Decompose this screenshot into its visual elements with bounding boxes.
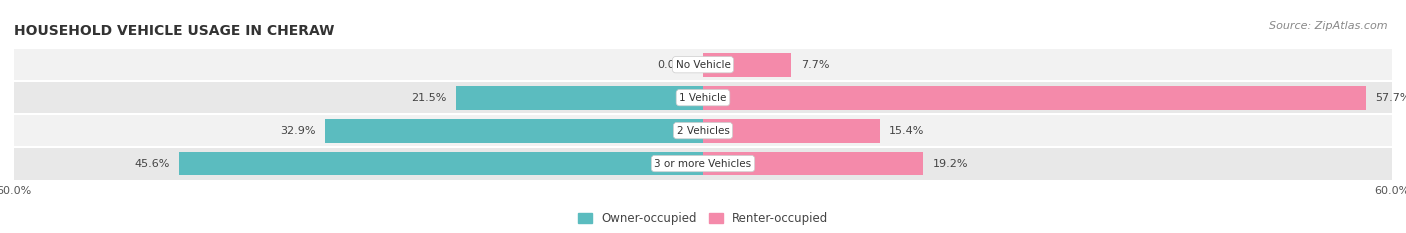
Bar bbox=[14, 48, 1392, 81]
Text: 32.9%: 32.9% bbox=[281, 126, 316, 136]
Bar bbox=[14, 114, 1392, 147]
Text: 19.2%: 19.2% bbox=[932, 159, 969, 169]
Text: 7.7%: 7.7% bbox=[800, 60, 830, 70]
Text: 21.5%: 21.5% bbox=[412, 93, 447, 103]
Text: 57.7%: 57.7% bbox=[1375, 93, 1406, 103]
Bar bbox=[325, 119, 703, 143]
Bar bbox=[703, 152, 924, 175]
Bar bbox=[703, 86, 1365, 110]
Bar bbox=[703, 53, 792, 77]
Text: 2 Vehicles: 2 Vehicles bbox=[676, 126, 730, 136]
Text: 0.0%: 0.0% bbox=[658, 60, 686, 70]
Text: 15.4%: 15.4% bbox=[889, 126, 924, 136]
Bar bbox=[456, 86, 703, 110]
Bar bbox=[14, 147, 1392, 180]
Text: 1 Vehicle: 1 Vehicle bbox=[679, 93, 727, 103]
Legend: Owner-occupied, Renter-occupied: Owner-occupied, Renter-occupied bbox=[578, 212, 828, 225]
Text: 45.6%: 45.6% bbox=[135, 159, 170, 169]
Bar bbox=[180, 152, 703, 175]
Text: No Vehicle: No Vehicle bbox=[675, 60, 731, 70]
Text: HOUSEHOLD VEHICLE USAGE IN CHERAW: HOUSEHOLD VEHICLE USAGE IN CHERAW bbox=[14, 24, 335, 38]
Bar bbox=[14, 81, 1392, 114]
Text: 3 or more Vehicles: 3 or more Vehicles bbox=[654, 159, 752, 169]
Bar bbox=[703, 119, 880, 143]
Text: Source: ZipAtlas.com: Source: ZipAtlas.com bbox=[1270, 21, 1388, 31]
